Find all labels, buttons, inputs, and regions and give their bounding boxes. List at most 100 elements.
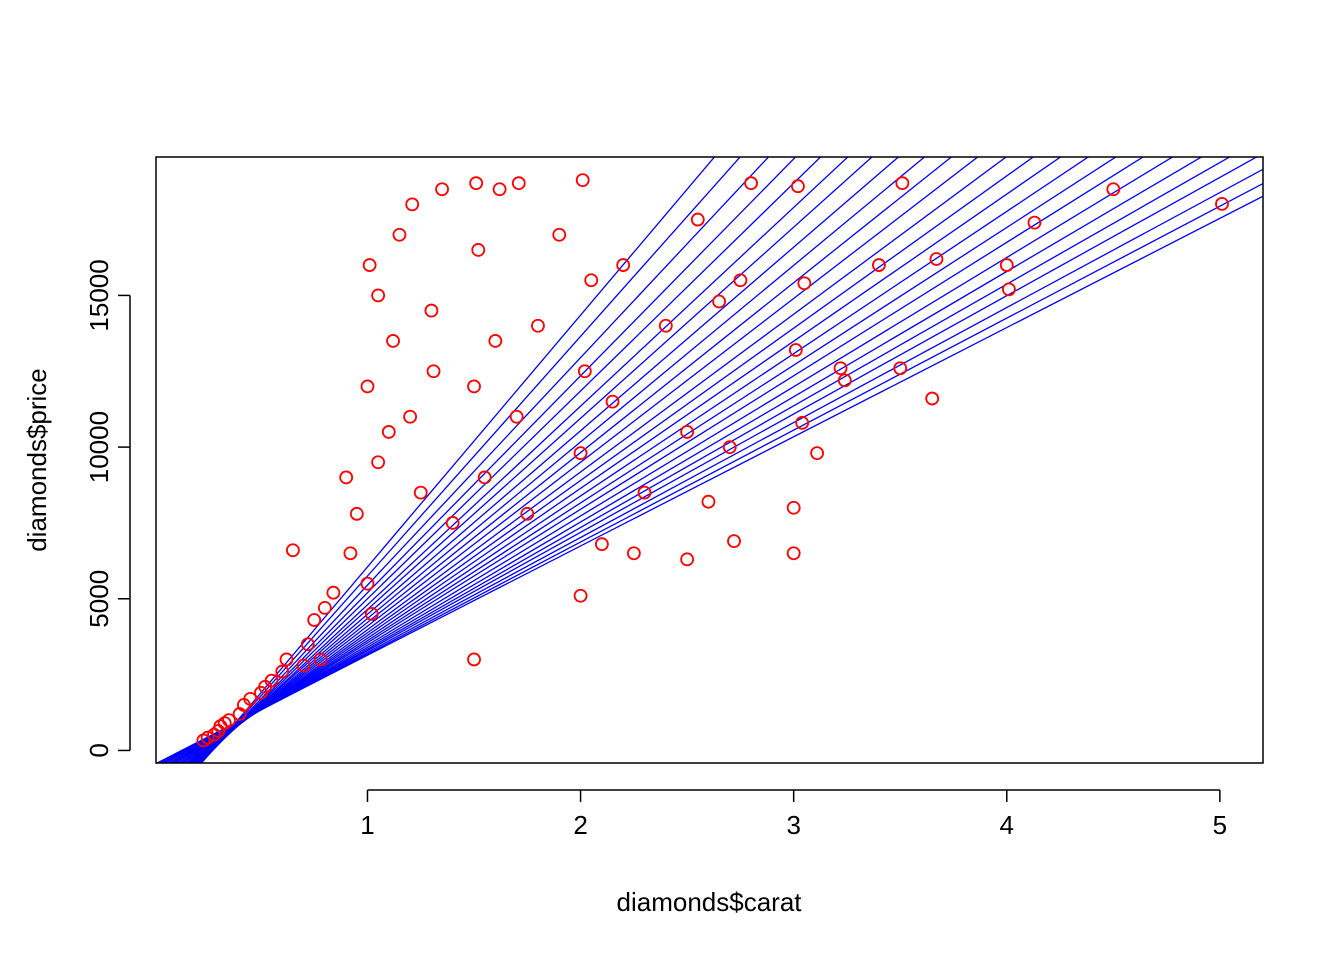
fit-line-18: [171, 157, 1174, 763]
data-point: [492, 182, 507, 197]
fit-line-12: [186, 157, 1008, 763]
fit-line-2: [200, 157, 741, 763]
data-point: [791, 179, 805, 194]
fit-line-8: [193, 157, 900, 763]
data-point: [573, 446, 588, 461]
x-tick-label: 1: [360, 810, 374, 840]
data-point: [371, 455, 386, 470]
data-point: [797, 276, 812, 291]
data-point: [392, 227, 407, 242]
data-point: [925, 391, 940, 406]
data-point: [722, 440, 737, 454]
data-point: [360, 379, 375, 394]
x-axis-label: diamonds$carat: [617, 887, 803, 917]
data-point: [349, 506, 364, 521]
data-point: [364, 607, 379, 621]
data-point: [577, 364, 592, 379]
data-point: [701, 494, 716, 509]
data-point: [893, 361, 908, 376]
data-point: [584, 273, 599, 288]
fit-line-15: [179, 157, 1090, 763]
data-point: [471, 243, 486, 257]
data-point: [509, 409, 524, 424]
data-point: [531, 318, 545, 333]
data-point: [1106, 182, 1121, 197]
fit-line-21: [163, 157, 1258, 763]
data-point: [477, 470, 492, 485]
data-point: [1002, 282, 1016, 297]
data-point: [413, 485, 428, 500]
data-point: [872, 258, 886, 272]
plot-frame: [155, 156, 1264, 764]
data-point: [339, 470, 354, 485]
data-point: [285, 543, 300, 558]
data-point: [575, 173, 590, 188]
data-point: [616, 258, 631, 272]
fit-line-9: [192, 157, 926, 763]
fit-line-4: [199, 157, 797, 763]
y-tick-label: 15000: [84, 259, 114, 331]
data-point: [552, 227, 567, 242]
data-point: [690, 212, 705, 227]
data-point: [1027, 215, 1042, 230]
fit-line-22: [161, 168, 1263, 763]
data-point: [744, 176, 758, 191]
fit-line-6: [196, 157, 849, 763]
data-point: [837, 373, 852, 388]
x-tick-label: 2: [573, 810, 587, 840]
data-point: [833, 361, 848, 376]
data-point: [317, 600, 332, 615]
data-point: [426, 364, 441, 379]
fit-line-20: [166, 157, 1231, 763]
data-point: [680, 425, 695, 439]
data-point: [511, 176, 526, 191]
data-point: [445, 516, 460, 530]
data-point: [469, 176, 484, 191]
data-point: [381, 425, 396, 439]
data-point: [786, 546, 801, 561]
data-point: [467, 652, 481, 667]
data-point: [520, 506, 535, 521]
fit-line-10: [190, 157, 953, 763]
data-point: [626, 546, 641, 561]
data-point: [786, 500, 801, 515]
data-point: [371, 288, 386, 303]
fit-line-7: [195, 157, 873, 763]
fit-line-13: [184, 157, 1035, 763]
data-point: [594, 537, 609, 552]
y-tick-label: 0: [84, 743, 114, 757]
fit-line-3: [199, 157, 770, 763]
fit-line-5: [198, 157, 822, 763]
data-point: [733, 273, 748, 288]
data-point: [326, 585, 341, 600]
x-tick-label: 5: [1213, 810, 1227, 840]
data-point: [895, 176, 910, 191]
data-point: [296, 658, 311, 673]
data-point: [360, 576, 375, 591]
y-tick-label: 5000: [84, 570, 114, 628]
data-point: [435, 182, 449, 197]
data-point: [680, 552, 695, 567]
y-axis-label: diamonds$price: [22, 368, 52, 552]
data-point: [637, 485, 652, 500]
data-point: [658, 318, 673, 333]
data-point: [467, 379, 481, 394]
data-point: [307, 613, 322, 627]
fit-line-23: [158, 182, 1263, 763]
fit-line-16: [176, 157, 1117, 763]
fit-lines-layer: [156, 157, 1263, 763]
y-tick-label: 10000: [84, 411, 114, 483]
data-point: [275, 664, 290, 679]
data-point: [403, 409, 417, 424]
data-point: [362, 258, 377, 272]
data-point: [795, 415, 810, 430]
data-point: [727, 534, 741, 549]
data-point: [999, 258, 1014, 272]
data-point: [573, 588, 588, 603]
data-point: [386, 334, 400, 348]
data-point: [279, 652, 294, 667]
data-points-layer: [196, 173, 1229, 748]
fit-line-11: [188, 157, 979, 763]
data-point: [488, 334, 503, 348]
